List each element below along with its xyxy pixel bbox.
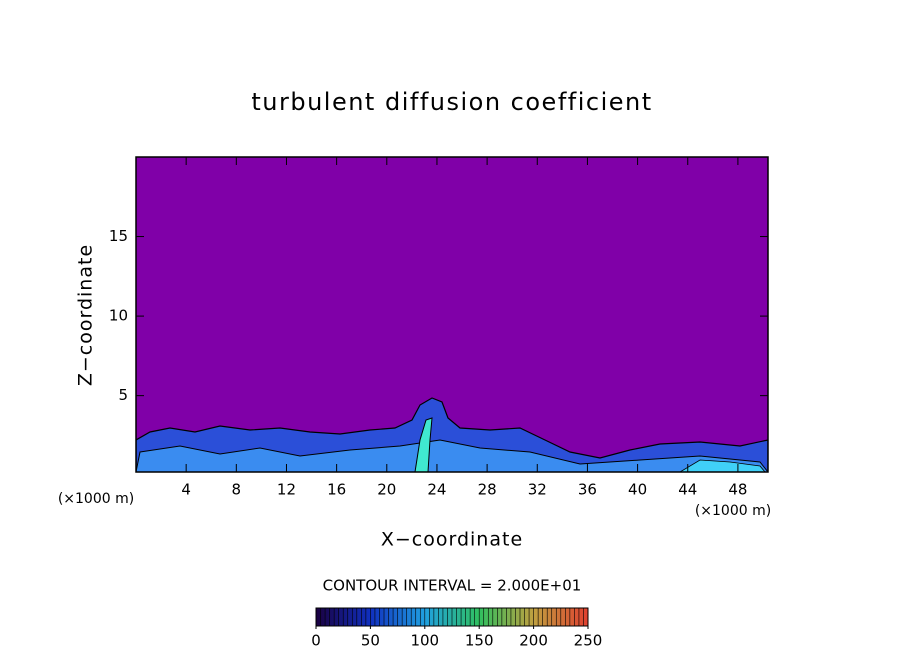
colorbar-tick-label: 50 <box>361 632 380 650</box>
colorbar-tick-label: 150 <box>465 632 494 650</box>
colorbar-tick-label: 100 <box>410 632 439 650</box>
surface-patch <box>679 459 766 472</box>
y-tick-label: 10 <box>109 307 128 325</box>
x-axis-label: X−coordinate <box>381 529 523 551</box>
colorbar-tick-label: 0 <box>311 632 321 650</box>
x-tick-label: 16 <box>327 481 346 499</box>
colorbar-tick-label: 250 <box>574 632 603 650</box>
colorbar-tick-label: 200 <box>519 632 548 650</box>
x-tick-label: 20 <box>377 481 396 499</box>
y-tick-label: 5 <box>118 386 128 404</box>
x-tick-label: 4 <box>181 481 191 499</box>
x-tick-label: 36 <box>578 481 597 499</box>
plume <box>414 417 433 472</box>
turbulent-layer <box>136 397 768 472</box>
turbulent-core <box>136 439 768 472</box>
x-tick-label: 32 <box>528 481 547 499</box>
contour-interval: CONTOUR INTERVAL = 2.000E+01 <box>323 577 582 595</box>
x-tick-label: 40 <box>628 481 647 499</box>
chart-title: turbulent diffusion coefficient <box>251 88 652 116</box>
x-tick-label: 44 <box>678 481 697 499</box>
x-tick-label: 48 <box>728 481 747 499</box>
y-unit-label: (×1000 m) <box>58 491 134 507</box>
y-axis-label: Z−coordinate <box>75 244 97 386</box>
x-tick-label: 24 <box>427 481 446 499</box>
y-tick-label: 15 <box>109 227 128 245</box>
x-tick-label: 8 <box>232 481 242 499</box>
field <box>136 157 768 472</box>
x-tick-label: 28 <box>478 481 497 499</box>
field-background <box>136 157 768 472</box>
x-tick-label: 12 <box>277 481 296 499</box>
x-unit-label: (×1000 m) <box>695 503 771 519</box>
plot-frame <box>135 156 769 473</box>
